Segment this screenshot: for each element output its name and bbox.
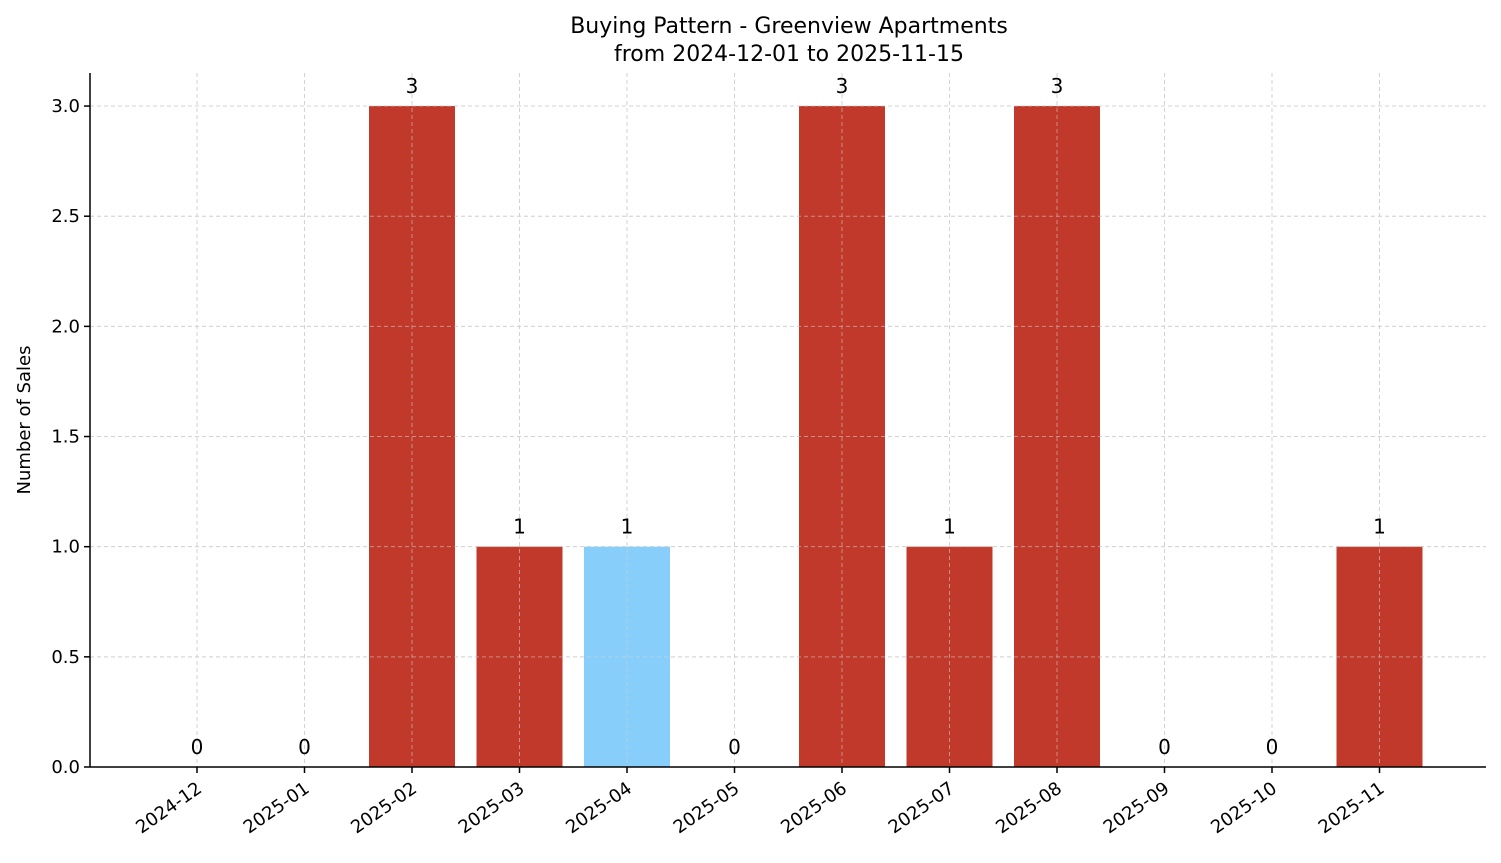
y-tick-label: 2.5 — [51, 206, 80, 227]
x-tick-label: 2025-02 — [347, 778, 421, 838]
y-tick-label: 1.0 — [51, 537, 80, 558]
y-tick-label: 0.0 — [51, 757, 80, 778]
data-label-2025-06: 3 — [836, 74, 849, 98]
data-label-2025-09: 0 — [1158, 735, 1171, 759]
grid-layer — [90, 73, 1486, 768]
x-tick-label: 2024-12 — [132, 778, 206, 838]
y-tick-label: 1.5 — [51, 427, 80, 448]
bar-layer — [90, 73, 1486, 768]
x-tick-label: 2025-07 — [885, 778, 959, 838]
data-label-2025-10: 0 — [1266, 735, 1279, 759]
x-tick-label: 2025-11 — [1315, 778, 1389, 838]
chart-subtitle: from 2024-12-01 to 2025-11-15 — [614, 42, 964, 67]
data-label-2025-01: 0 — [298, 735, 311, 759]
y-tick-label: 2.0 — [51, 316, 80, 337]
label-layer: 0 0 3 1 1 0 3 1 3 0 0 1 — [191, 74, 1386, 759]
y-axis-label: Number of Sales — [14, 345, 35, 494]
data-label-2025-05: 0 — [728, 735, 741, 759]
data-label-2025-03: 1 — [513, 515, 526, 539]
grid-overlay — [90, 73, 1486, 768]
x-tick-label: 2025-10 — [1207, 778, 1281, 838]
x-tick-label: 2025-01 — [240, 778, 314, 838]
data-label-2025-11: 1 — [1373, 515, 1386, 539]
x-tick-label: 2025-09 — [1100, 778, 1174, 838]
data-label-2025-08: 3 — [1051, 74, 1064, 98]
data-label-2025-02: 3 — [406, 74, 419, 98]
data-label-2025-04: 1 — [621, 515, 634, 539]
x-tick-label: 2025-04 — [562, 778, 636, 838]
x-tick-label: 2025-08 — [992, 778, 1066, 838]
x-tick-label: 2025-06 — [777, 778, 851, 838]
x-tick-label: 2025-03 — [455, 778, 529, 838]
chart-title: Buying Pattern - Greenview Apartments — [570, 14, 1008, 39]
data-label-2025-07: 1 — [943, 515, 956, 539]
axis-layer: 0.0 0.5 1.0 1.5 2.0 2.5 3.0 2024-12 2025-01 2025-… — [51, 73, 1486, 838]
data-label-2024-12: 0 — [191, 735, 204, 759]
y-tick-label: 0.5 — [51, 647, 80, 668]
y-tick-label: 3.0 — [51, 96, 80, 117]
x-tick-label: 2025-05 — [670, 778, 744, 838]
